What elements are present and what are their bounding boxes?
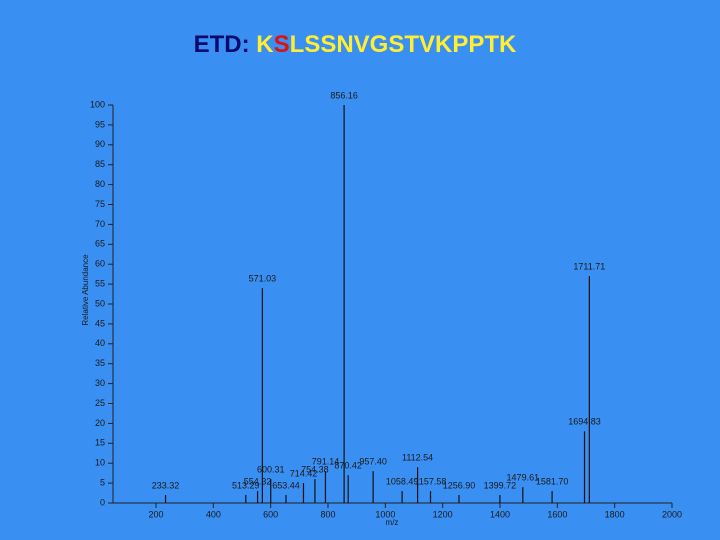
title-part: ETD: <box>194 31 257 58</box>
y-tick-label: 15 <box>95 438 105 448</box>
title-part: K <box>256 31 274 58</box>
peak-label: 1694.83 <box>568 417 601 427</box>
peak-label: 1256.90 <box>443 480 476 490</box>
x-tick-label: 800 <box>320 509 335 519</box>
peak-label: 856.16 <box>330 90 358 100</box>
y-tick-label: 60 <box>95 259 105 269</box>
peak-label: 791.14 <box>312 457 340 467</box>
peak-label: 754.38 <box>301 464 329 474</box>
peak-label: 513.29 <box>232 480 260 490</box>
peak-label: 600.31 <box>257 464 285 474</box>
y-tick-label: 55 <box>95 278 105 288</box>
peak-label: 233.32 <box>152 480 180 490</box>
x-tick-label: 1000 <box>375 509 395 519</box>
y-axis-label: Relative Abundance <box>81 254 90 326</box>
title-part: LSSNVGSTVKPPTK <box>290 31 517 58</box>
title-part: S <box>274 31 290 58</box>
peak-label: 714.42 <box>290 468 318 478</box>
y-tick-label: 85 <box>95 159 105 169</box>
y-tick-label: 35 <box>95 358 105 368</box>
y-tick-label: 20 <box>95 418 105 428</box>
y-tick-label: 65 <box>95 239 105 249</box>
peak-label: 554.32 <box>244 476 272 486</box>
x-tick-label: 1200 <box>433 509 453 519</box>
x-tick-label: 400 <box>206 509 221 519</box>
peak-label: 1479.61 <box>507 472 540 482</box>
x-tick-label: 1800 <box>605 509 625 519</box>
peak-label: 1058.49 <box>386 476 419 486</box>
peak-label: 1399.72 <box>484 480 517 490</box>
x-tick-label: 1400 <box>490 509 510 519</box>
x-tick-label: 600 <box>263 509 278 519</box>
y-tick-label: 40 <box>95 338 105 348</box>
peak-label: 1581.70 <box>536 476 569 486</box>
y-tick-label: 25 <box>95 398 105 408</box>
y-tick-label: 80 <box>95 179 105 189</box>
peak-label: 1711.71 <box>573 262 605 272</box>
peak-label: 957.40 <box>359 457 387 467</box>
y-tick-label: 50 <box>95 298 105 308</box>
peak-label: 653.44 <box>272 480 300 490</box>
y-tick-label: 75 <box>95 199 105 209</box>
x-tick-label: 200 <box>148 509 163 519</box>
y-tick-label: 30 <box>95 378 105 388</box>
y-tick-label: 95 <box>95 119 105 129</box>
peak-label: 1157.58 <box>415 476 447 486</box>
x-tick-label: 2000 <box>662 509 682 519</box>
y-tick-label: 45 <box>95 318 105 328</box>
peak-label: 870.42 <box>334 461 362 471</box>
y-tick-label: 0 <box>100 497 105 507</box>
y-tick-label: 90 <box>95 139 105 149</box>
y-tick-label: 70 <box>95 219 105 229</box>
peak-label: 571.03 <box>249 273 277 283</box>
x-axis-label: m/z <box>386 518 399 527</box>
peak-label: 1112.54 <box>402 453 433 463</box>
y-tick-label: 5 <box>100 477 105 487</box>
y-tick-label: 10 <box>95 458 105 468</box>
chart-title: ETD: KSLSSNVGSTVKPPTK <box>194 31 517 58</box>
x-tick-label: 1600 <box>547 509 567 519</box>
y-tick-label: 100 <box>90 99 105 109</box>
